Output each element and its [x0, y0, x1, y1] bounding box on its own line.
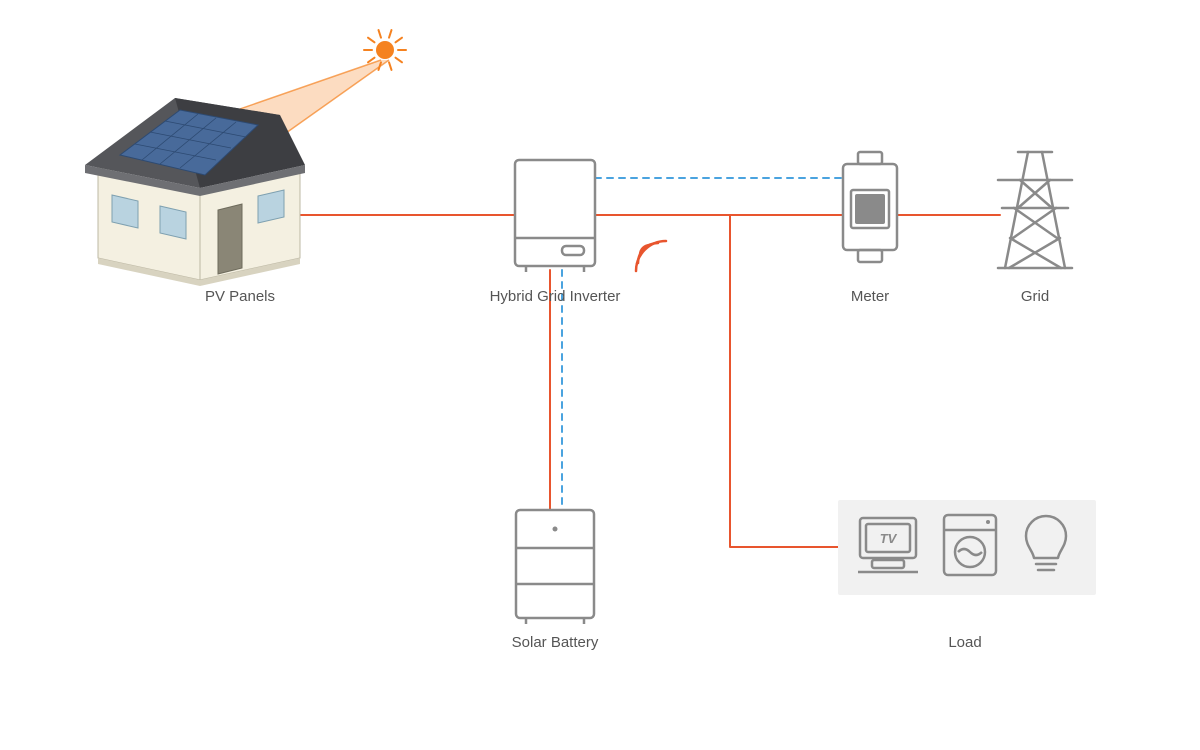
battery-icon	[516, 510, 594, 624]
meter-icon	[843, 152, 897, 262]
house-icon	[85, 98, 312, 286]
grid-tower-icon	[998, 152, 1072, 268]
wireless-icon	[636, 241, 666, 271]
inverter-icon	[515, 160, 595, 272]
load-group: TV	[838, 500, 1096, 595]
svg-text:TV: TV	[880, 531, 898, 546]
solar-system-diagram: TV PV Panels Hybrid Grid Inverter Meter …	[0, 0, 1200, 750]
meter-label: Meter	[851, 288, 889, 305]
inverter-label: Hybrid Grid Inverter	[490, 288, 621, 305]
edge	[730, 215, 838, 547]
grid-label: Grid	[1021, 288, 1049, 305]
battery-label: Solar Battery	[512, 634, 599, 651]
edges-layer	[300, 178, 1000, 547]
pv-label: PV Panels	[205, 288, 275, 305]
load-label: Load	[948, 634, 981, 651]
diagram-svg: TV	[0, 0, 1200, 750]
